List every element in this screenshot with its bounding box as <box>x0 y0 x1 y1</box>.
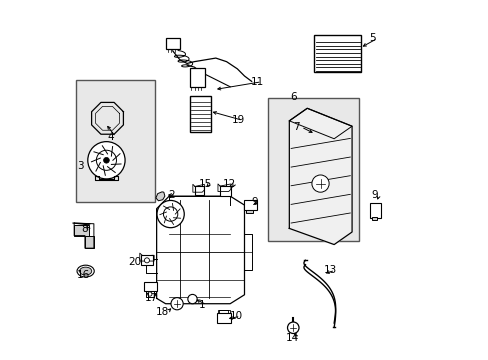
Bar <box>141 255 152 265</box>
Bar <box>246 210 252 213</box>
Bar <box>314 35 360 72</box>
Bar <box>371 217 376 220</box>
Text: 14: 14 <box>285 333 299 343</box>
Polygon shape <box>289 108 351 244</box>
Bar <box>369 203 380 218</box>
Text: 4: 4 <box>107 132 114 142</box>
Polygon shape <box>74 225 88 235</box>
Bar <box>190 96 210 132</box>
Text: 3: 3 <box>77 161 83 171</box>
Polygon shape <box>85 235 94 248</box>
Circle shape <box>103 157 109 163</box>
Text: 1: 1 <box>199 300 205 310</box>
Bar <box>166 38 180 49</box>
Bar <box>267 98 359 241</box>
Bar <box>244 200 257 211</box>
Text: 9: 9 <box>370 190 377 200</box>
Text: 9: 9 <box>251 197 257 207</box>
Circle shape <box>187 294 197 304</box>
Ellipse shape <box>77 265 94 277</box>
Text: 12: 12 <box>223 179 236 189</box>
Text: 17: 17 <box>144 293 158 303</box>
Circle shape <box>88 141 125 179</box>
Polygon shape <box>156 192 164 201</box>
Circle shape <box>144 258 149 263</box>
Bar <box>195 186 204 195</box>
Text: 18: 18 <box>156 307 169 317</box>
Text: 10: 10 <box>229 311 242 321</box>
Bar <box>190 68 204 87</box>
Ellipse shape <box>80 267 92 275</box>
Text: 6: 6 <box>290 92 297 102</box>
Text: 16: 16 <box>76 270 90 280</box>
Text: 13: 13 <box>323 265 337 275</box>
Bar <box>216 313 230 323</box>
Bar <box>220 186 230 196</box>
Circle shape <box>311 175 328 192</box>
Polygon shape <box>72 223 90 225</box>
Bar <box>144 282 156 291</box>
Text: 15: 15 <box>198 179 211 189</box>
Circle shape <box>163 207 178 221</box>
Text: 5: 5 <box>369 33 375 43</box>
Circle shape <box>171 298 183 310</box>
Text: 8: 8 <box>81 225 88 234</box>
Circle shape <box>96 150 116 170</box>
Circle shape <box>157 201 184 228</box>
Text: 19: 19 <box>231 116 244 126</box>
Circle shape <box>147 292 152 296</box>
Text: 2: 2 <box>168 190 174 200</box>
Text: 20: 20 <box>127 257 141 267</box>
Circle shape <box>287 322 298 333</box>
Text: 7: 7 <box>293 122 299 132</box>
Bar <box>76 80 155 202</box>
Text: 11: 11 <box>250 77 263 87</box>
